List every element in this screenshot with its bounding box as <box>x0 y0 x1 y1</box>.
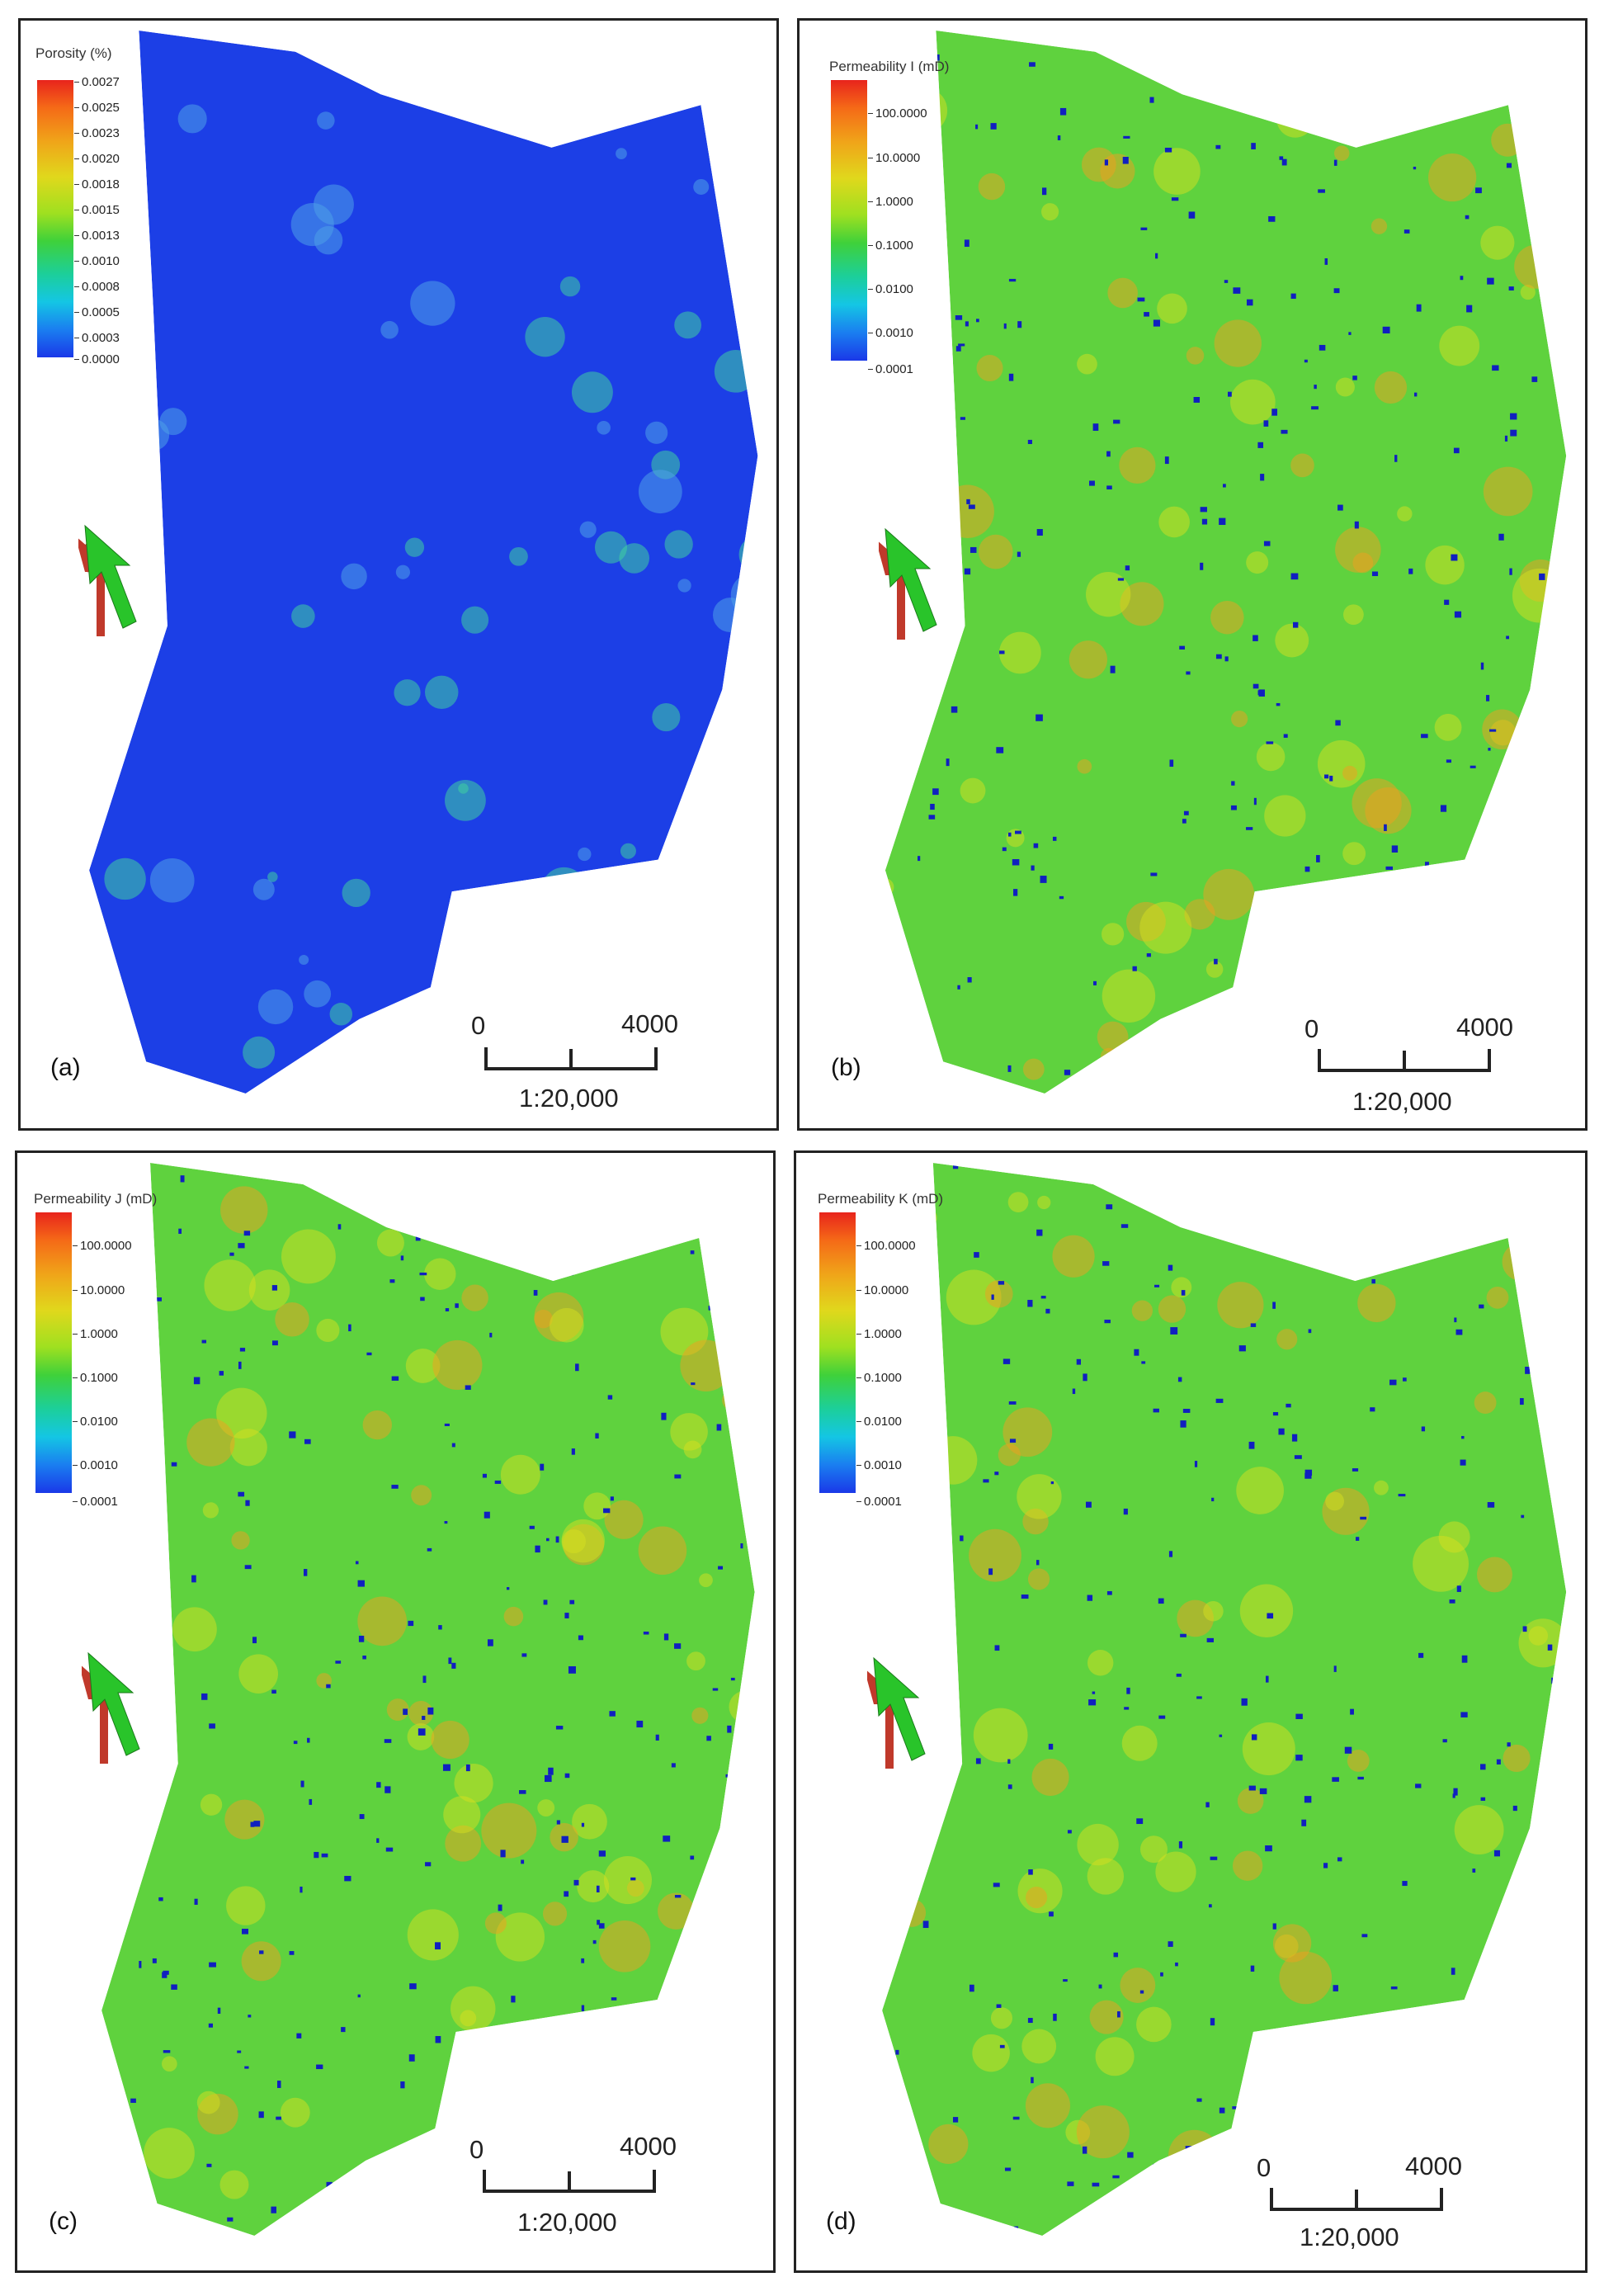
reservoir-area <box>101 1163 755 2236</box>
legend-colorbar <box>831 80 867 361</box>
legend-tick: 10.0000 <box>856 1283 909 1297</box>
panel-b: Permeability I (mD) 100.0000 10.0000 1.0… <box>797 18 1587 1131</box>
permeability-j-map <box>101 1163 755 2236</box>
north-arrow-icon <box>867 1656 926 1769</box>
panel-c: Permeability J (mD) 100.0000 10.0000 1.0… <box>15 1150 776 2273</box>
legend-tick: 0.0100 <box>73 1415 118 1429</box>
panel-label: (d) <box>826 2208 856 2235</box>
legend-tick: 0.0100 <box>868 282 913 296</box>
scale-bar <box>484 1047 658 1070</box>
panel-label: (c) <box>49 2208 78 2235</box>
legend-permeability-j: Permeability J (mD) 100.0000 10.0000 1.0… <box>34 1191 199 1509</box>
legend-colorbar <box>37 80 73 357</box>
legend-title: Permeability J (mD) <box>34 1191 158 1207</box>
legend-tick: 0.1000 <box>856 1371 902 1385</box>
legend-tick: 0.0001 <box>856 1495 902 1509</box>
scale-ratio: 1:20,000 <box>1352 1087 1452 1116</box>
legend-tick: 10.0000 <box>72 1283 125 1297</box>
legend-tick: 0.0018 <box>74 177 120 191</box>
panel-a: Porosity (%) 0.0027 0.0025 0.0023 0.0020… <box>18 18 779 1131</box>
legend-tick: 0.0025 <box>74 101 120 115</box>
scale-ratio: 1:20,000 <box>517 2208 617 2237</box>
legend-tick: 1.0000 <box>73 1327 118 1341</box>
legend-tick: 0.1000 <box>868 239 913 253</box>
scale-max: 4000 <box>620 2132 677 2161</box>
legend-permeability-i: Permeability I (mD) 100.0000 10.0000 1.0… <box>829 59 994 376</box>
legend-tick: 0.0010 <box>856 1458 902 1472</box>
legend-tick: 0.1000 <box>73 1371 118 1385</box>
scale-max: 4000 <box>1405 2152 1462 2180</box>
scale-zero: 0 <box>469 2135 484 2164</box>
legend-tick: 0.0013 <box>74 229 120 243</box>
porosity-map <box>89 31 758 1094</box>
north-arrow-icon <box>82 1651 140 1764</box>
legend-tick: 0.0023 <box>74 126 120 140</box>
north-arrow-icon <box>879 527 937 640</box>
legend-tick: 1.0000 <box>868 195 913 209</box>
legend-tick: 0.0003 <box>74 331 120 345</box>
legend-tick: 0.0001 <box>73 1495 118 1509</box>
north-arrow-icon <box>78 524 137 636</box>
legend-tick: 100.0000 <box>73 1239 132 1253</box>
scale-bar <box>1318 1049 1491 1072</box>
scale-zero: 0 <box>1304 1014 1319 1043</box>
panel-d: Permeability K (mD) 100.0000 10.0000 1.0… <box>794 1150 1587 2273</box>
permeability-k-map <box>882 1163 1567 2236</box>
legend-title: Porosity (%) <box>35 45 112 61</box>
legend-tick: 0.0008 <box>74 280 120 294</box>
legend-title: Permeability I (mD) <box>829 59 950 74</box>
legend-tick: 100.0000 <box>868 106 927 120</box>
scale-bar <box>1270 2188 1443 2211</box>
scale-max: 4000 <box>621 1009 678 1038</box>
legend-tick: 1.0000 <box>856 1327 902 1341</box>
scale-bar <box>483 2170 656 2193</box>
legend-tick: 0.0005 <box>74 305 120 319</box>
legend-permeability-k: Permeability K (mD) 100.0000 10.0000 1.0… <box>818 1191 983 1509</box>
legend-colorbar <box>35 1212 72 1493</box>
legend-tick: 0.0027 <box>74 75 120 89</box>
legend-porosity: Porosity (%) 0.0027 0.0025 0.0023 0.0020… <box>35 45 176 366</box>
legend-tick: 0.0100 <box>856 1415 902 1429</box>
panel-label: (b) <box>831 1054 861 1081</box>
legend-tick: 0.0020 <box>74 152 120 166</box>
scale-ratio: 1:20,000 <box>519 1084 619 1113</box>
legend-tick: 10.0000 <box>867 151 921 165</box>
legend-tick: 0.0010 <box>868 326 913 340</box>
scale-zero: 0 <box>1257 2153 1271 2182</box>
legend-tick: 0.0010 <box>73 1458 118 1472</box>
legend-colorbar <box>819 1212 856 1493</box>
legend-tick: 0.0010 <box>74 254 120 268</box>
scale-zero: 0 <box>471 1011 486 1040</box>
permeability-i-map <box>885 31 1567 1094</box>
legend-title: Permeability K (mD) <box>818 1191 944 1207</box>
scale-ratio: 1:20,000 <box>1300 2223 1399 2251</box>
legend-tick: 0.0001 <box>868 362 913 376</box>
panel-label: (a) <box>50 1054 81 1081</box>
scale-max: 4000 <box>1456 1013 1513 1042</box>
legend-tick: 0.0015 <box>74 203 120 217</box>
legend-tick: 0.0000 <box>74 352 120 366</box>
legend-tick: 100.0000 <box>856 1239 916 1253</box>
reservoir-area <box>882 1163 1567 2236</box>
